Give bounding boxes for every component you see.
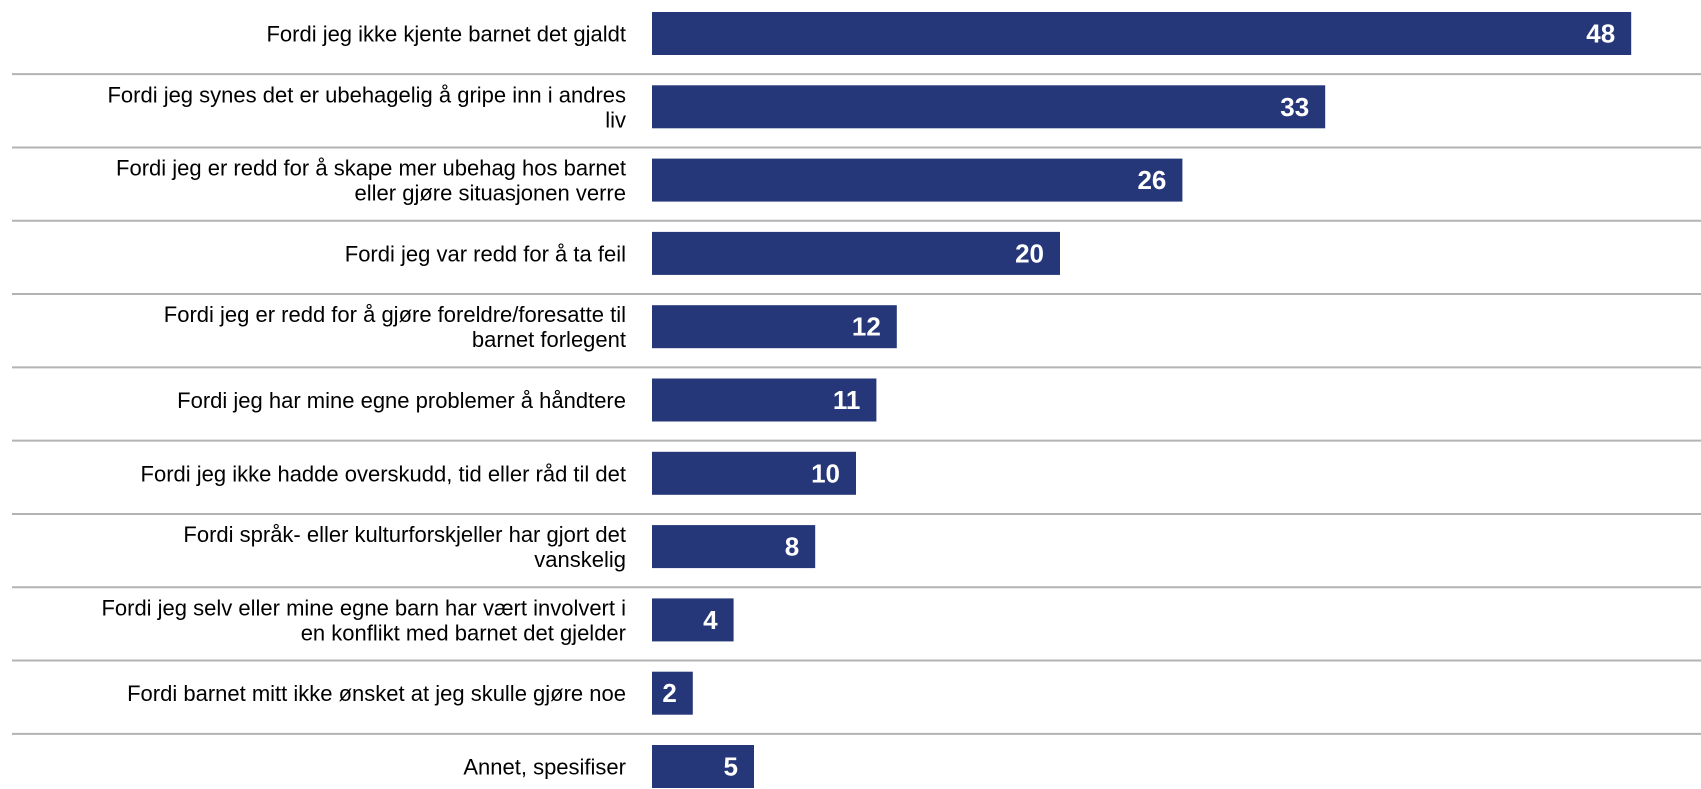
- value-label: 8: [785, 532, 799, 562]
- category-label: Fordi jeg ikke hadde overskudd, tid elle…: [141, 461, 626, 486]
- bar: [652, 158, 1183, 202]
- bar: [652, 12, 1632, 55]
- category-label: Fordi jeg har mine egne problemer å hånd…: [177, 388, 626, 413]
- category-label: Fordi jeg er redd for å skape mer ubehag…: [116, 156, 626, 206]
- bar: [652, 231, 1060, 275]
- category-label: Annet, spesifiser: [463, 755, 626, 780]
- bar: [652, 451, 856, 495]
- bar: [652, 525, 816, 569]
- bar: [652, 671, 693, 715]
- value-label: 4: [703, 605, 718, 635]
- value-label: 10: [811, 458, 840, 488]
- bar: [652, 378, 877, 422]
- value-label: 11: [833, 385, 861, 415]
- bar: [652, 745, 754, 788]
- value-label: 20: [1015, 238, 1044, 268]
- bar: [652, 598, 734, 642]
- value-label: 5: [724, 752, 738, 782]
- category-label: Fordi jeg synes det er ubehagelig å grip…: [107, 82, 626, 132]
- value-label: 26: [1137, 165, 1166, 195]
- bar: [652, 85, 1326, 129]
- category-label: Fordi jeg er redd for å gjøre foreldre/f…: [164, 302, 626, 352]
- value-label: 12: [852, 312, 881, 342]
- category-label: Fordi jeg var redd for å ta feil: [345, 241, 626, 266]
- value-label: 33: [1280, 92, 1309, 122]
- category-label: Fordi språk- eller kulturforskjeller har…: [183, 522, 626, 572]
- category-label: Fordi jeg selv eller mine egne barn har …: [101, 595, 626, 645]
- bar: [652, 305, 897, 349]
- value-label: 48: [1586, 19, 1615, 49]
- category-label: Fordi jeg ikke kjente barnet det gjaldt: [266, 22, 626, 47]
- category-label: Fordi barnet mitt ikke ønsket at jeg sku…: [127, 681, 626, 706]
- value-label: 2: [662, 678, 676, 708]
